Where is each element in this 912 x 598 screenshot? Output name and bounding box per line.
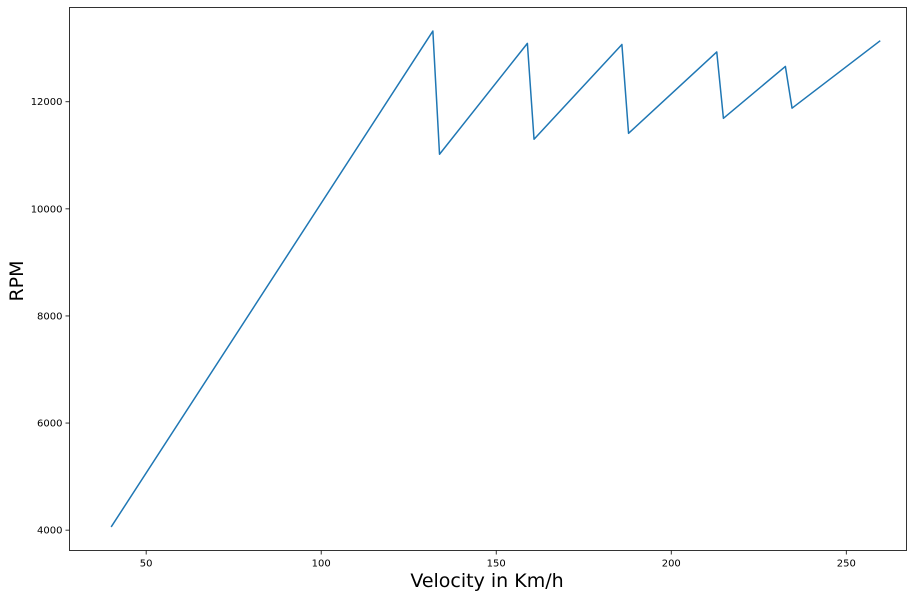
- x-tick-label: 150: [487, 559, 506, 570]
- y-tick-label: 12000: [31, 97, 63, 108]
- x-axis-label: Velocity in Km/h: [410, 570, 563, 592]
- series-line-0: [110, 30, 881, 528]
- y-tick-label: 8000: [37, 311, 62, 322]
- y-tick-label: 6000: [37, 419, 62, 430]
- y-tick-label: 4000: [37, 526, 62, 537]
- x-axis-ticks: 50 100 150 200 250: [140, 550, 856, 570]
- plot-frame: [69, 7, 907, 551]
- x-tick-label: 250: [837, 559, 856, 570]
- y-axis-ticks: 4000 6000 8000 10000 12000: [31, 97, 70, 537]
- plot-area: [69, 7, 907, 551]
- x-tick-label: 100: [312, 559, 331, 570]
- x-tick-label: 200: [662, 559, 681, 570]
- y-tick-label: 10000: [31, 204, 63, 215]
- y-axis-label: RPM: [6, 260, 28, 301]
- x-tick-label: 50: [140, 559, 153, 570]
